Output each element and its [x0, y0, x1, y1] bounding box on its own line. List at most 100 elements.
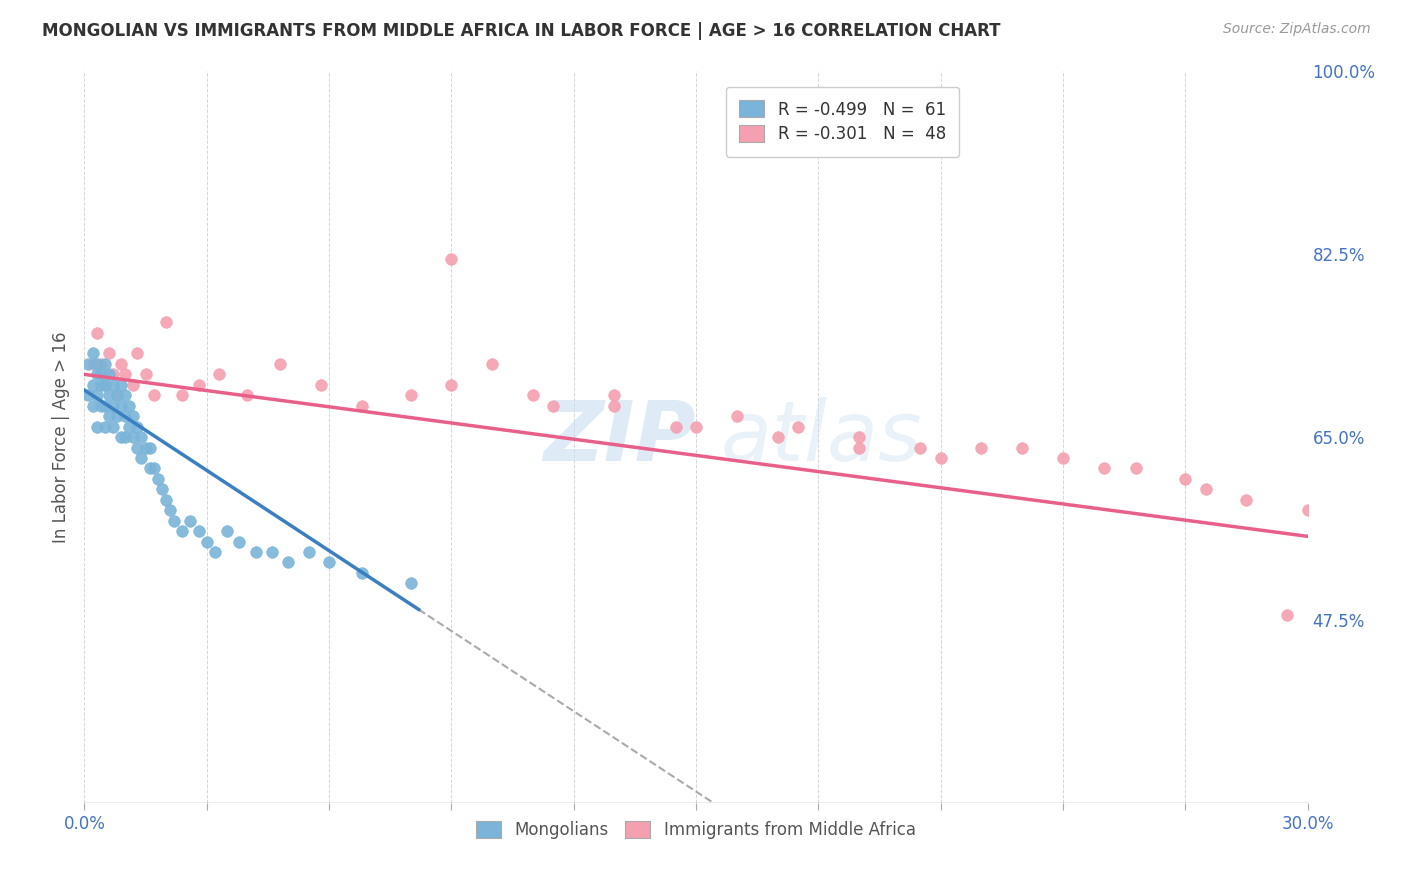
- Point: [122, 377, 145, 392]
- Point: [93, 377, 115, 392]
- Point: [217, 524, 239, 538]
- Point: [179, 514, 201, 528]
- Point: [318, 556, 340, 570]
- Point: [138, 461, 160, 475]
- Point: [90, 399, 112, 413]
- Point: [90, 368, 112, 382]
- Point: [105, 388, 128, 402]
- Point: [665, 419, 688, 434]
- Point: [86, 388, 108, 402]
- Y-axis label: In Labor Force | Age > 16: In Labor Force | Age > 16: [52, 331, 70, 543]
- Point: [187, 377, 209, 392]
- Point: [82, 399, 104, 413]
- Point: [440, 377, 463, 392]
- Point: [118, 419, 141, 434]
- Point: [1236, 492, 1258, 507]
- Point: [93, 357, 115, 371]
- Point: [1195, 483, 1218, 497]
- Point: [910, 441, 932, 455]
- Point: [260, 545, 283, 559]
- Text: Source: ZipAtlas.com: Source: ZipAtlas.com: [1223, 22, 1371, 37]
- Point: [97, 368, 120, 382]
- Point: [127, 346, 149, 360]
- Text: MONGOLIAN VS IMMIGRANTS FROM MIDDLE AFRICA IN LABOR FORCE | AGE > 16 CORRELATION: MONGOLIAN VS IMMIGRANTS FROM MIDDLE AFRI…: [42, 22, 1001, 40]
- Point: [101, 399, 124, 413]
- Point: [245, 545, 267, 559]
- Text: atlas: atlas: [720, 397, 922, 477]
- Point: [110, 399, 132, 413]
- Point: [399, 576, 422, 591]
- Point: [236, 388, 259, 402]
- Point: [146, 472, 169, 486]
- Point: [1011, 441, 1033, 455]
- Point: [970, 441, 993, 455]
- Point: [603, 388, 626, 402]
- Point: [685, 419, 707, 434]
- Point: [195, 534, 218, 549]
- Point: [77, 357, 100, 371]
- Point: [1277, 607, 1299, 622]
- Point: [135, 368, 157, 382]
- Point: [135, 441, 157, 455]
- Legend: Mongolians, Immigrants from Middle Africa: Mongolians, Immigrants from Middle Afric…: [470, 814, 922, 846]
- Point: [82, 357, 104, 371]
- Point: [110, 357, 132, 371]
- Point: [118, 399, 141, 413]
- Point: [172, 388, 194, 402]
- Point: [122, 430, 145, 444]
- Point: [97, 409, 120, 424]
- Point: [150, 483, 173, 497]
- Point: [766, 430, 789, 444]
- Point: [142, 388, 165, 402]
- Point: [90, 377, 112, 392]
- Point: [1092, 461, 1115, 475]
- Point: [97, 388, 120, 402]
- Point: [93, 399, 115, 413]
- Point: [127, 419, 149, 434]
- Point: [929, 450, 952, 465]
- Point: [86, 326, 108, 340]
- Point: [131, 430, 153, 444]
- Point: [142, 461, 165, 475]
- Point: [309, 377, 332, 392]
- Point: [93, 377, 115, 392]
- Point: [105, 388, 128, 402]
- Point: [77, 388, 100, 402]
- Text: ZIP: ZIP: [543, 397, 696, 477]
- Point: [110, 430, 132, 444]
- Point: [110, 377, 132, 392]
- Point: [848, 430, 870, 444]
- Point: [101, 368, 124, 382]
- Point: [204, 545, 226, 559]
- Point: [481, 357, 503, 371]
- Point: [101, 419, 124, 434]
- Point: [543, 399, 565, 413]
- Point: [350, 566, 373, 580]
- Point: [1174, 472, 1197, 486]
- Point: [82, 346, 104, 360]
- Point: [522, 388, 544, 402]
- Point: [101, 377, 124, 392]
- Point: [1052, 450, 1074, 465]
- Point: [277, 556, 299, 570]
- Point: [114, 388, 136, 402]
- Point: [127, 441, 149, 455]
- Point: [155, 492, 177, 507]
- Point: [114, 409, 136, 424]
- Point: [350, 399, 373, 413]
- Point: [603, 399, 626, 413]
- Point: [172, 524, 194, 538]
- Point: [86, 357, 108, 371]
- Point: [1296, 503, 1319, 517]
- Point: [269, 357, 291, 371]
- Point: [228, 534, 250, 549]
- Point: [725, 409, 748, 424]
- Point: [1125, 461, 1147, 475]
- Point: [97, 346, 120, 360]
- Point: [155, 315, 177, 329]
- Point: [787, 419, 810, 434]
- Point: [187, 524, 209, 538]
- Point: [138, 441, 160, 455]
- Point: [159, 503, 181, 517]
- Point: [114, 368, 136, 382]
